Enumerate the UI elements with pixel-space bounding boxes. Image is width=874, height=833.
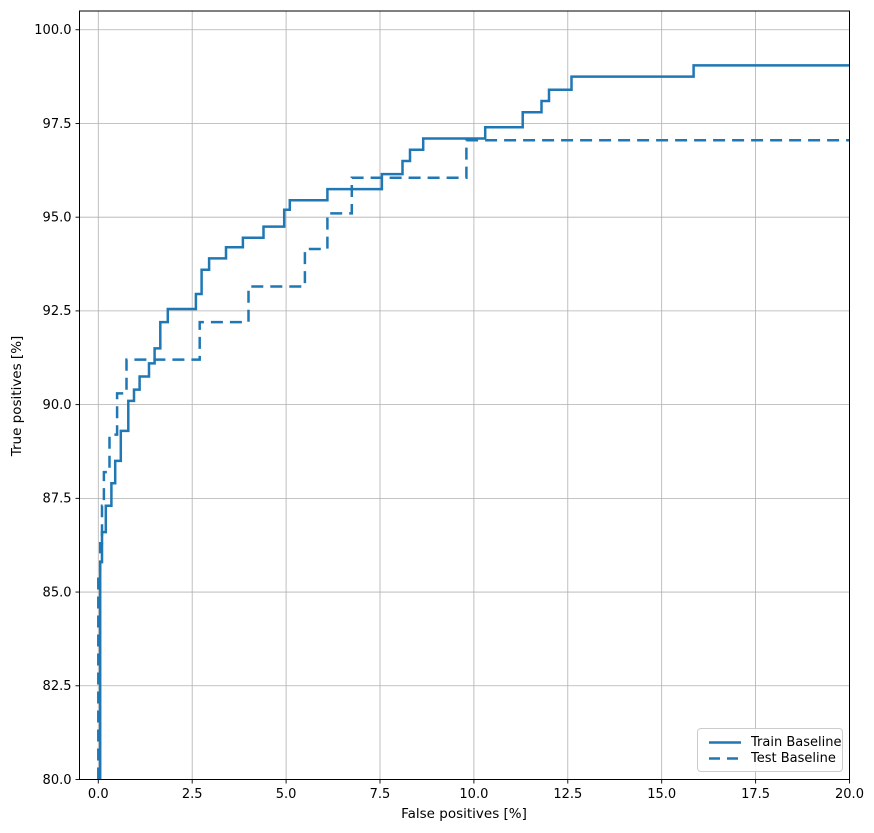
legend-label-test-baseline: Test Baseline — [751, 751, 836, 767]
series-test-baseline — [97, 139, 850, 780]
x-tick-label: 12.5 — [553, 787, 582, 802]
legend-item-train-baseline: Train Baseline — [708, 734, 841, 751]
series-train-baseline — [98, 64, 850, 780]
y-tick-label: 82.5 — [43, 679, 72, 694]
y-axis-label: True positives [%] — [9, 335, 25, 457]
axes-spines — [79, 10, 850, 780]
dashed-line-sample-icon — [709, 757, 741, 760]
legend-label-train-baseline: Train Baseline — [751, 734, 842, 750]
y-tick-label: 97.5 — [43, 117, 72, 132]
y-tick-label: 80.0 — [43, 773, 72, 788]
solid-line-sample-icon — [709, 741, 741, 744]
x-tick-label: 0.0 — [88, 787, 109, 802]
x-tick-label: 5.0 — [276, 787, 297, 802]
y-tick-label: 92.5 — [43, 304, 72, 319]
y-tick-label: 100.0 — [34, 23, 71, 38]
x-tick-label: 2.5 — [182, 787, 203, 802]
x-tick-label: 20.0 — [835, 787, 864, 802]
y-tick-label: 90.0 — [43, 398, 72, 413]
y-tick-label: 87.5 — [43, 492, 72, 507]
legend: Train Baseline Test Baseline — [697, 728, 843, 772]
legend-item-test-baseline: Test Baseline — [708, 751, 836, 768]
y-tick-label: 85.0 — [43, 585, 72, 600]
x-tick-label: 17.5 — [741, 787, 770, 802]
x-tick-label: 7.5 — [370, 787, 391, 802]
x-tick-label: 10.0 — [459, 787, 488, 802]
x-tick-label: 15.0 — [647, 787, 676, 802]
y-tick-label: 95.0 — [43, 210, 72, 225]
x-axis-label: False positives [%] — [401, 806, 527, 822]
